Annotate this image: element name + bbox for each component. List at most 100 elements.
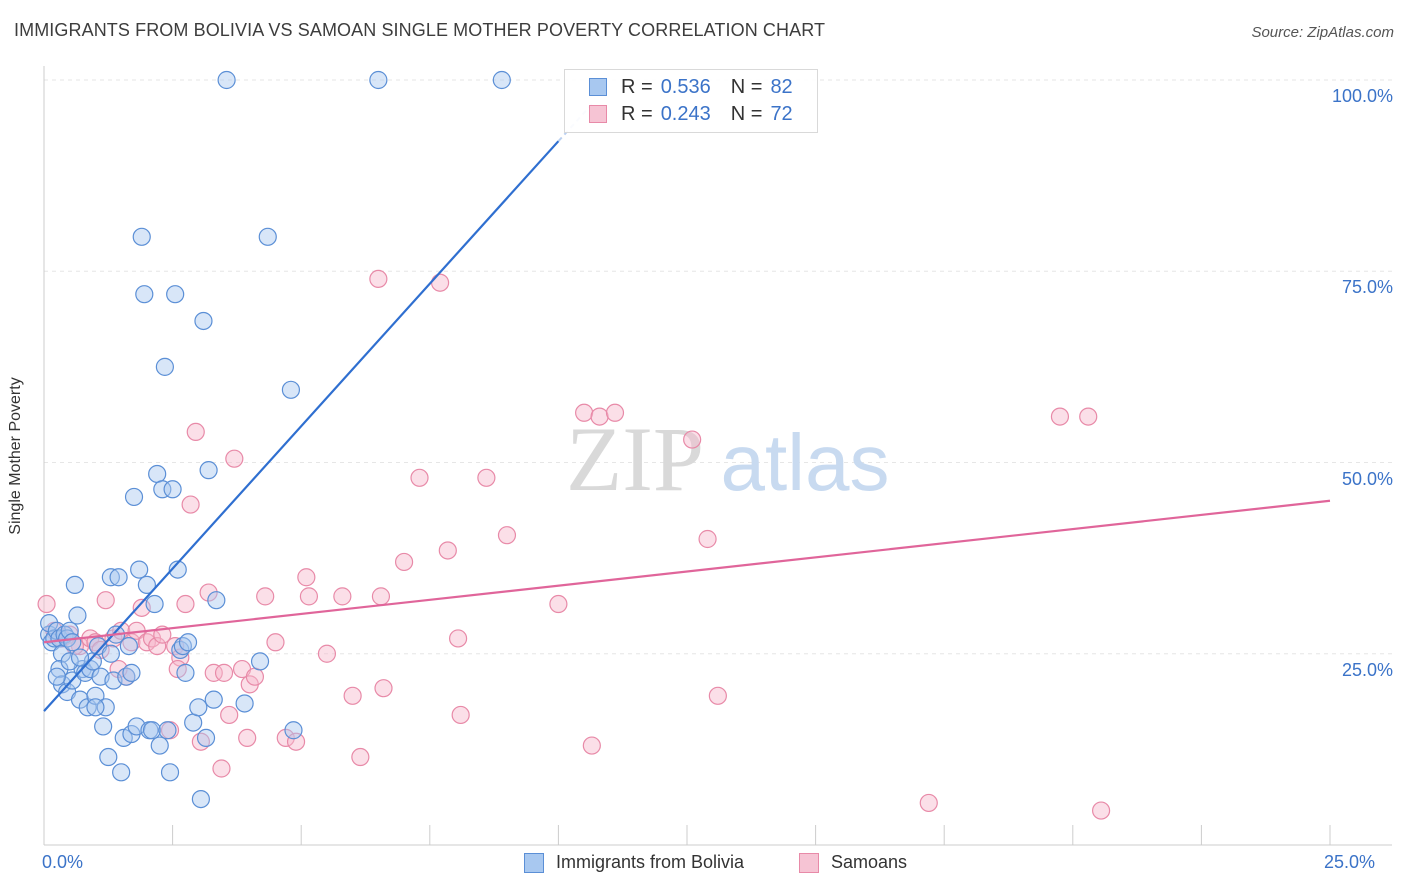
bolivia-point bbox=[194, 311, 213, 331]
samoans-point bbox=[497, 526, 517, 545]
samoans-point bbox=[477, 468, 496, 487]
samoans-point bbox=[1079, 407, 1098, 426]
series-legend: Immigrants from Bolivia Samoans bbox=[0, 852, 1406, 878]
samoans-point bbox=[351, 747, 370, 767]
samoans-point bbox=[212, 759, 231, 778]
bolivia-point bbox=[119, 636, 138, 656]
stats-legend-row-samoans: R = 0.243 N = 72 bbox=[565, 101, 793, 127]
samoans-point bbox=[919, 793, 938, 813]
legend-item-samoans[interactable]: Samoans bbox=[799, 852, 907, 873]
legend-label-samoans: Samoans bbox=[831, 852, 908, 872]
y-tick-label: 25.0% bbox=[1341, 659, 1393, 680]
chart-title: IMMIGRANTS FROM BOLIVIA VS SAMOAN SINGLE… bbox=[14, 20, 826, 40]
bolivia-point bbox=[142, 721, 162, 740]
samoans-point bbox=[575, 403, 594, 422]
samoans-point bbox=[245, 667, 265, 686]
bolivia-point bbox=[184, 713, 203, 732]
samoans-point bbox=[238, 728, 257, 748]
bolivia-point bbox=[135, 285, 154, 304]
samoans-point bbox=[708, 686, 727, 705]
bolivia-point bbox=[369, 70, 388, 90]
bolivia-point bbox=[191, 789, 210, 809]
bolivia-point bbox=[168, 560, 187, 579]
samoans-point bbox=[256, 587, 275, 606]
watermark-atlas: atlas bbox=[721, 418, 890, 507]
y-tick-label: 50.0% bbox=[1341, 468, 1393, 489]
source-label: Source: ZipAtlas.com bbox=[1251, 24, 1394, 41]
legend-item-bolivia[interactable]: Immigrants from Bolivia bbox=[524, 852, 744, 873]
samoans-point bbox=[369, 269, 388, 288]
bolivia-point bbox=[281, 380, 301, 399]
bolivia-point bbox=[112, 763, 131, 782]
samoans-point bbox=[148, 636, 167, 656]
x-tick-label-min: 0.0% bbox=[42, 852, 84, 872]
bolivia-point bbox=[124, 487, 144, 507]
y-tick-label: 75.0% bbox=[1341, 277, 1393, 298]
bolivia-point bbox=[101, 644, 120, 663]
bolivia-point bbox=[68, 606, 87, 625]
samoans-trend-line bbox=[43, 499, 1331, 644]
samoans-point bbox=[430, 273, 450, 292]
bolivia-point bbox=[63, 633, 82, 652]
samoans-point bbox=[286, 732, 306, 751]
bolivia-point bbox=[150, 736, 169, 755]
bolivia-point bbox=[158, 721, 177, 740]
stats-legend-row-bolivia: R = 0.536 N = 82 bbox=[565, 74, 793, 100]
samoans-point bbox=[1091, 801, 1111, 820]
bolivia-point bbox=[492, 70, 511, 90]
bolivia-point bbox=[153, 480, 172, 499]
samoans-point bbox=[374, 679, 393, 698]
r-value: 0.243 bbox=[660, 102, 711, 125]
watermark-zip: ZIP bbox=[566, 408, 704, 510]
samoans-point bbox=[394, 552, 414, 572]
samoans-point bbox=[297, 568, 316, 587]
bolivia-point bbox=[60, 652, 79, 671]
bolivia-point bbox=[86, 698, 105, 717]
samoans-swatch bbox=[589, 105, 607, 123]
bolivia-point bbox=[189, 698, 208, 717]
trend-lines bbox=[43, 100, 1331, 712]
bolivia-point bbox=[122, 663, 141, 682]
n-label: N = bbox=[730, 75, 763, 98]
n-value: 82 bbox=[770, 75, 793, 98]
r-label: R = bbox=[621, 75, 653, 98]
samoans-point bbox=[683, 430, 702, 449]
samoans-point bbox=[176, 594, 195, 614]
bolivia-point bbox=[96, 698, 115, 717]
bolivia-point bbox=[148, 464, 167, 484]
samoans-point bbox=[438, 541, 457, 560]
bolivia-point bbox=[160, 763, 180, 782]
bolivia-point bbox=[163, 480, 182, 499]
y-tick-label: 100.0% bbox=[1331, 86, 1393, 106]
samoans-point bbox=[371, 587, 391, 606]
samoans-point bbox=[549, 594, 568, 614]
bolivia-point bbox=[155, 357, 174, 376]
samoans-point bbox=[590, 407, 609, 426]
samoans-point bbox=[698, 529, 717, 549]
samoans-point bbox=[266, 633, 285, 652]
samoans-point bbox=[214, 663, 234, 682]
bolivia-point bbox=[258, 227, 277, 246]
bolivia-point bbox=[166, 285, 185, 304]
bolivia-point bbox=[207, 591, 226, 610]
samoans-point bbox=[37, 594, 56, 614]
bolivia-point bbox=[65, 575, 84, 595]
bolivia-point bbox=[47, 667, 66, 686]
samoans-legend-swatch bbox=[799, 852, 819, 873]
bolivia-point bbox=[176, 663, 195, 682]
n-label: N = bbox=[730, 102, 763, 125]
samoans-point bbox=[410, 468, 429, 487]
bolivia-point bbox=[145, 594, 164, 614]
samoans-point bbox=[225, 449, 244, 468]
samoans-point bbox=[317, 644, 337, 663]
bolivia-point bbox=[132, 227, 151, 246]
samoans-point bbox=[220, 705, 239, 725]
samoans-point bbox=[451, 705, 470, 725]
bolivia-trend-line bbox=[43, 140, 560, 712]
samoans-points bbox=[37, 269, 1111, 820]
bolivia-point bbox=[196, 728, 216, 748]
bolivia-point bbox=[101, 568, 120, 587]
bolivia-point bbox=[99, 747, 118, 767]
samoans-point bbox=[299, 587, 319, 606]
bolivia-point bbox=[137, 575, 156, 595]
